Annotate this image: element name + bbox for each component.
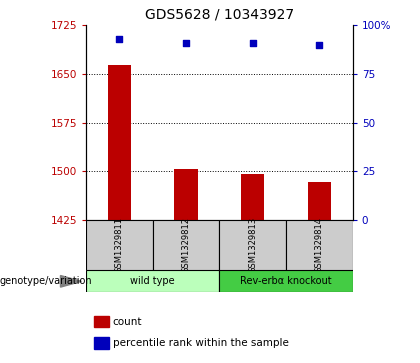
Point	[316, 42, 323, 48]
Text: GSM1329812: GSM1329812	[181, 217, 191, 273]
Point	[183, 40, 189, 46]
Polygon shape	[60, 276, 81, 287]
Text: count: count	[113, 317, 142, 327]
Point	[249, 40, 256, 46]
Bar	[220, 220, 286, 270]
Text: wild type: wild type	[131, 276, 175, 286]
Bar	[86, 270, 220, 292]
Text: GSM1329811: GSM1329811	[115, 217, 124, 273]
Bar	[241, 174, 265, 220]
Bar	[153, 220, 220, 270]
Bar	[108, 65, 131, 220]
Text: GSM1329814: GSM1329814	[315, 217, 324, 273]
Bar	[220, 270, 353, 292]
Bar	[308, 182, 331, 220]
Bar	[94, 315, 109, 327]
Text: Rev-erbα knockout: Rev-erbα knockout	[240, 276, 332, 286]
Title: GDS5628 / 10343927: GDS5628 / 10343927	[145, 8, 294, 21]
Text: GSM1329813: GSM1329813	[248, 217, 257, 273]
Bar	[286, 220, 353, 270]
Text: percentile rank within the sample: percentile rank within the sample	[113, 338, 289, 347]
Bar	[94, 337, 109, 348]
Point	[116, 36, 123, 42]
Text: genotype/variation: genotype/variation	[0, 276, 93, 286]
Bar	[174, 169, 198, 220]
Bar	[86, 220, 153, 270]
